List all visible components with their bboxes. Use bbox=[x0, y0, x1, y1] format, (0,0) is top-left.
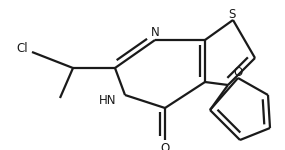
Text: O: O bbox=[233, 66, 243, 78]
Text: Cl: Cl bbox=[16, 42, 28, 54]
Text: HN: HN bbox=[99, 93, 117, 106]
Text: O: O bbox=[160, 141, 170, 150]
Text: N: N bbox=[151, 27, 159, 39]
Text: S: S bbox=[228, 8, 236, 21]
